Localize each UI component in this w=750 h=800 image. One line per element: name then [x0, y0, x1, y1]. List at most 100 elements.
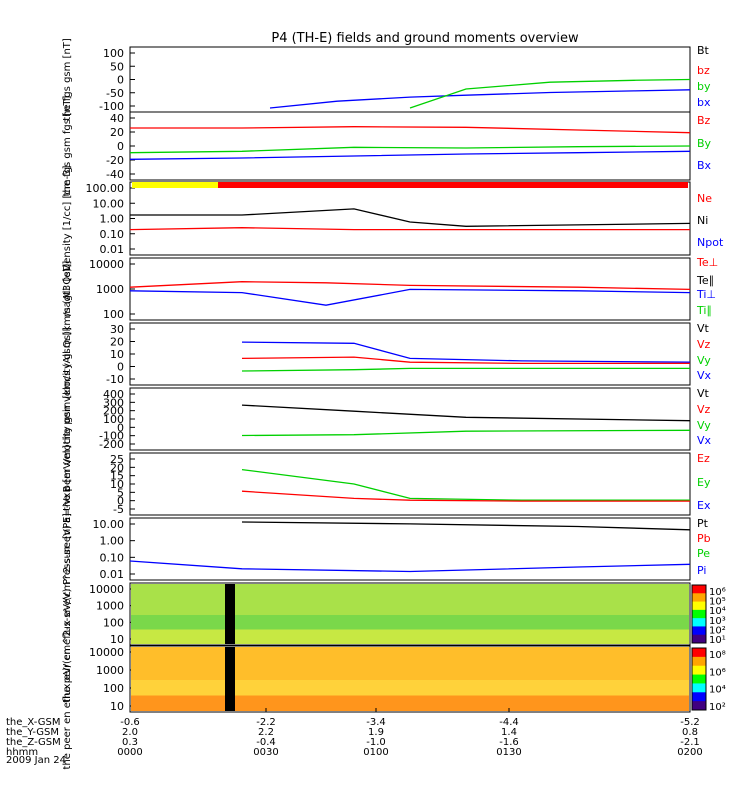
legend-Ni: Ni [697, 214, 708, 227]
legend-Vz: Vz [697, 403, 711, 416]
colorbar-swatch [692, 626, 706, 636]
quality-bar-segment [218, 182, 688, 188]
ephemeris-table: the_X-GSMthe_Y-GSMthe_Z-GSMhhmm-0.62.00.… [6, 708, 703, 758]
series-Ne [129, 227, 690, 231]
ephemeris-value: 0.3 [122, 737, 138, 748]
colorbar-swatch [692, 674, 706, 684]
y-tick-label: 10000 [89, 646, 124, 659]
legend-Bt: Bt [697, 44, 710, 57]
y-tick-label: 25 [110, 453, 124, 466]
legend-Te⊥: Te⊥ [696, 256, 718, 269]
y-tick-label: 0.10 [100, 551, 125, 564]
y-tick-label: 50 [110, 60, 124, 73]
ephemeris-value: -0.6 [120, 717, 140, 728]
y-tick-label: 100 [103, 308, 124, 321]
y-tick-label: -200 [99, 438, 124, 451]
series-Te⊥ [129, 281, 691, 291]
legend-Ex: Ex [697, 499, 711, 512]
series-Pt [241, 521, 691, 531]
ephemeris-value: 1.4 [501, 727, 517, 738]
panel-9: 10000 1000 100 10 the peir en eflux eV/(cm^2… [62, 525, 726, 703]
colorbar-swatch [692, 634, 706, 644]
y-tick-label: 10000 [89, 583, 124, 596]
colorbar-tick-label: 10³ [709, 616, 726, 627]
colorbar-swatch [692, 692, 706, 702]
ephemeris-value: -2.2 [256, 717, 276, 728]
legend-By: By [697, 137, 712, 150]
y-tick-label: 1.00 [100, 213, 125, 226]
ephemeris-value: -5.2 [680, 717, 700, 728]
colorbar-swatch [692, 593, 706, 603]
quality-bar [132, 182, 688, 188]
colorbar-swatch [692, 585, 706, 594]
colorbar-frame [691, 647, 707, 711]
panel-8: 10.00 1.00 0.10 0.01 Pressure [nPa] Pt Pb Pe Pi [62, 513, 711, 585]
ephemeris-value: -1.6 [499, 737, 519, 748]
ephemeris-row-label: the_Z-GSM [6, 737, 61, 748]
colorbar-swatch [692, 656, 706, 667]
spectrogram-band [131, 695, 689, 711]
legend-Te∥: Te∥ [696, 274, 714, 287]
legend-Ti∥: Ti∥ [696, 304, 712, 317]
y-axis-label: the peer velocity gsm [km/s (All Qs)] [62, 327, 73, 511]
y-tick-label: -10 [106, 373, 124, 386]
spectrogram-band [131, 629, 689, 644]
y-tick-label: 10 [110, 700, 124, 713]
y-tick-label: 15 [110, 470, 124, 483]
ephemeris-value: 0200 [677, 747, 702, 758]
y-axis-label: the peer en eflux eV/(cm^2-s-sr-eV) [62, 588, 73, 769]
y-tick-label: 10 [110, 633, 124, 646]
y-tick-label: 100 [103, 47, 124, 60]
y-tick-label: 1000 [96, 664, 124, 677]
ephemeris-value: -4.4 [499, 717, 519, 728]
ephemeris-value: -3.4 [366, 717, 386, 728]
chart-title: P4 (TH-E) fields and ground moments over… [271, 31, 579, 46]
y-tick-label: -5 [113, 503, 124, 516]
colorbar-swatch [692, 701, 706, 711]
y-tick-label: 30 [110, 323, 124, 336]
y-tick-label: 100.00 [86, 182, 125, 195]
y-tick-label: 300 [103, 396, 124, 409]
colorbar-swatch [692, 609, 706, 619]
y-axis-label: Density [1/cc] [cm-3] [62, 165, 73, 271]
legend-Ne: Ne [697, 192, 712, 205]
legend-bx: bx [697, 96, 711, 109]
colorbar-tick-label: 10⁸ [709, 650, 726, 661]
legend-Vx: Vx [697, 369, 712, 382]
y-tick-label: 200 [103, 405, 124, 418]
legend-Vt: Vt [697, 387, 710, 400]
y-tick-label: 100 [103, 413, 124, 426]
legend-Pe: Pe [697, 547, 710, 560]
y-tick-label: 0.01 [100, 568, 125, 581]
legend-Pb: Pb [697, 532, 711, 545]
spectrogram-band [131, 584, 689, 615]
y-tick-label: -100 [99, 430, 124, 443]
ephemeris-value: 2.0 [122, 727, 138, 738]
series-Ey [241, 468, 690, 501]
spectrogram-gap [225, 647, 235, 711]
series-Bx [129, 150, 691, 160]
colorbar-tick-label: 10⁴ [709, 685, 726, 696]
y-tick-label: 0 [117, 74, 124, 87]
legend-Vt: Vt [697, 322, 710, 335]
colorbar-tick-label: 10⁶ [709, 587, 726, 598]
colorbar-swatch [692, 665, 706, 676]
ephemeris-value: 1.9 [368, 727, 384, 738]
series-Vt [241, 404, 691, 422]
y-axis-label: Pressure [nPa] [62, 513, 73, 585]
y-tick-label: 10000 [89, 258, 124, 271]
y-tick-label: 1000 [96, 283, 124, 296]
y-tick-label: 0 [117, 495, 124, 508]
y-tick-label: -40 [106, 168, 124, 181]
ephemeris-value: -1.0 [366, 737, 386, 748]
ephemeris-value: 0000 [117, 747, 142, 758]
y-tick-label: 1000 [96, 600, 124, 613]
colorbar-tick-label: 10² [709, 702, 726, 713]
series-Ti⊥ [129, 288, 691, 306]
